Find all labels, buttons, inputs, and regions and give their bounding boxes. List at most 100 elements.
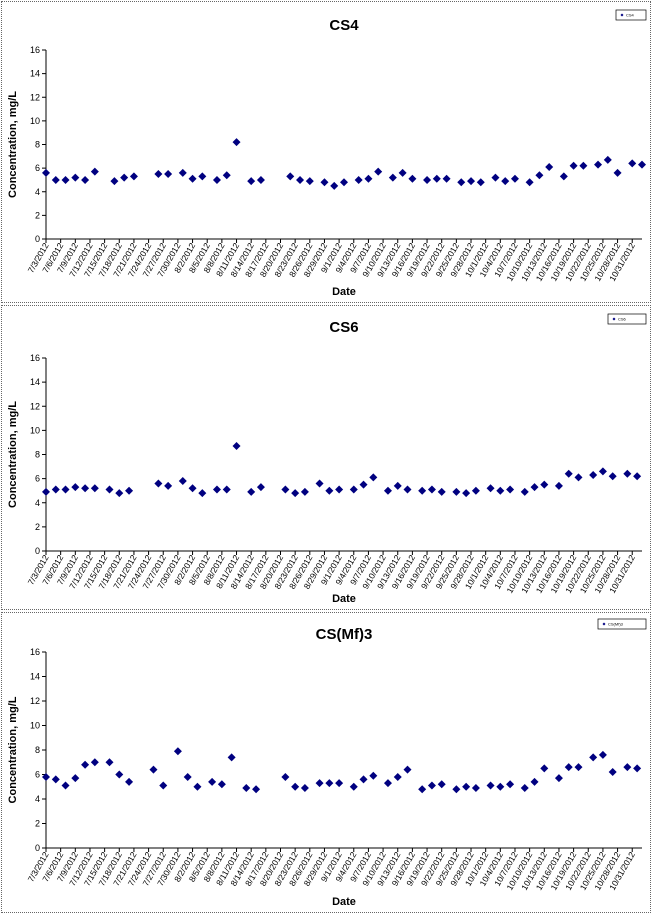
- data-point: [222, 171, 231, 180]
- data-point: [452, 487, 461, 496]
- data-point: [520, 487, 529, 496]
- chart-legend: CS6: [607, 313, 647, 325]
- data-point: [432, 174, 441, 183]
- data-point: [594, 160, 603, 169]
- y-tick-label: 4: [35, 187, 40, 197]
- x-axis-label: Date: [332, 593, 356, 605]
- data-point: [61, 175, 70, 184]
- data-point: [125, 486, 134, 495]
- y-tick-label: 2: [35, 819, 40, 829]
- data-point: [540, 480, 549, 489]
- data-point: [129, 172, 138, 181]
- data-point: [42, 772, 50, 781]
- y-tick-label: 0: [35, 843, 40, 853]
- data-point: [256, 483, 265, 492]
- chart-legend: CS4: [615, 9, 647, 21]
- data-point: [81, 484, 90, 493]
- legend-label: CS6: [618, 317, 627, 322]
- data-point: [530, 483, 539, 492]
- y-tick-label: 2: [35, 522, 40, 532]
- data-point: [393, 481, 402, 490]
- data-point: [325, 486, 334, 495]
- data-point: [374, 167, 383, 176]
- chart-panel-csmf3: CS(Mf)3 CS(Mf)3 0 2 4 6 8 10 12 14 16 7/3/2012 7/6/2…: [1, 612, 651, 913]
- data-point: [506, 780, 515, 789]
- data-point: [120, 173, 129, 182]
- data-point: [496, 782, 505, 791]
- data-point: [462, 489, 471, 498]
- data-point: [300, 487, 309, 496]
- chart-title: CS6: [329, 319, 358, 336]
- data-point: [212, 175, 221, 184]
- data-point: [71, 173, 80, 182]
- data-point: [364, 174, 373, 183]
- data-point: [388, 173, 397, 182]
- data-point: [579, 161, 588, 170]
- data-point: [501, 177, 510, 186]
- data-point: [564, 469, 573, 478]
- data-point: [628, 159, 637, 168]
- data-point: [638, 160, 646, 169]
- data-point: [403, 765, 412, 774]
- data-point: [71, 483, 80, 492]
- data-point: [603, 155, 612, 164]
- data-point: [90, 167, 99, 176]
- data-point: [159, 781, 168, 790]
- data-point: [315, 779, 324, 788]
- y-tick-label: 12: [30, 696, 40, 706]
- y-tick-label: 6: [35, 770, 40, 780]
- chart-svg-cs6: CS6 CS602468101214167/3/20127/6/20127/9/2…: [7, 313, 647, 605]
- data-point: [193, 782, 202, 791]
- data-point: [418, 785, 427, 794]
- data-point: [188, 484, 197, 493]
- data-point: [291, 782, 300, 791]
- data-point: [227, 753, 236, 762]
- data-point: [296, 175, 305, 184]
- data-point: [589, 753, 598, 762]
- data-point: [545, 162, 554, 171]
- data-point: [105, 758, 114, 767]
- data-point: [281, 485, 290, 494]
- data-point: [349, 485, 358, 494]
- data-point: [535, 171, 544, 180]
- y-tick-label: 14: [30, 69, 40, 79]
- data-point: [232, 138, 241, 147]
- data-point: [125, 777, 134, 786]
- data-point: [232, 442, 241, 451]
- data-point: [154, 479, 163, 488]
- data-point: [510, 174, 519, 183]
- data-point: [51, 775, 60, 784]
- data-point: [506, 485, 515, 494]
- data-point: [247, 177, 256, 186]
- chart-title: CS(Mf)3: [316, 626, 373, 643]
- chart-svg-csmf3: CS(Mf)3CS(Mf)302468101214167/3/20127/6/2…: [7, 618, 647, 908]
- data-point: [427, 485, 436, 494]
- data-point: [398, 168, 407, 177]
- data-point: [330, 181, 339, 190]
- data-point: [61, 485, 70, 494]
- x-axis-label: Date: [332, 286, 356, 298]
- data-point: [291, 489, 300, 498]
- data-point: [608, 768, 617, 777]
- data-point: [608, 472, 617, 481]
- data-point: [164, 481, 173, 490]
- data-point: [354, 175, 363, 184]
- y-tick-label: 16: [30, 353, 40, 363]
- data-point: [452, 785, 461, 794]
- y-tick-label: 16: [30, 45, 40, 55]
- chart-svg-cs4: CS4CS402468101214167/3/20127/6/20127/9/2…: [7, 9, 647, 298]
- y-tick-label: 10: [30, 116, 40, 126]
- y-tick-label: 14: [30, 672, 40, 682]
- data-point: [437, 780, 446, 789]
- data-point: [105, 485, 114, 494]
- data-point: [335, 485, 344, 494]
- data-point: [300, 783, 309, 792]
- data-point: [476, 178, 485, 187]
- data-point: [286, 172, 295, 181]
- data-point: [408, 174, 417, 183]
- data-point: [574, 763, 583, 772]
- data-point: [471, 783, 480, 792]
- data-point: [81, 760, 90, 769]
- data-point: [42, 487, 50, 496]
